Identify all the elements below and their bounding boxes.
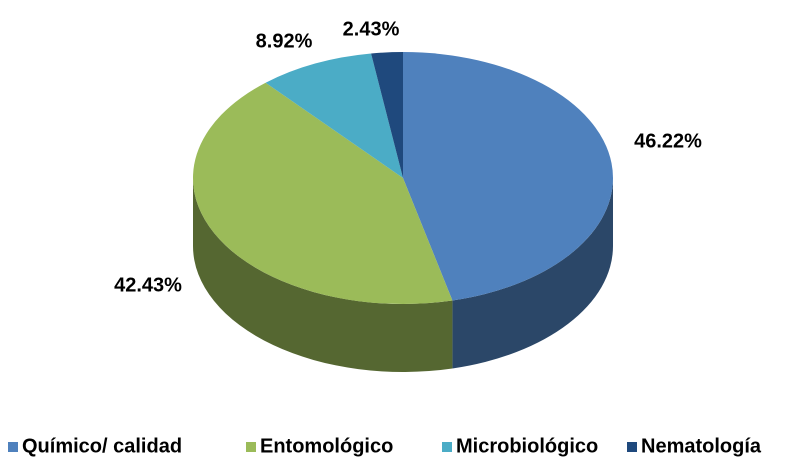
- slice-side: [452, 178, 613, 369]
- legend-swatch: [246, 442, 256, 452]
- legend-label: Químico/ calidad: [22, 435, 182, 457]
- slice: [403, 52, 613, 301]
- legend-label: Nematología: [641, 435, 762, 457]
- slice: [265, 53, 403, 178]
- data-label: 46.22%: [634, 130, 702, 152]
- slice: [371, 52, 403, 178]
- legend-label: Entomológico: [260, 435, 393, 457]
- data-label: 8.92%: [256, 30, 313, 52]
- legend-label: Microbiológico: [456, 435, 598, 457]
- data-label: 42.43%: [114, 274, 182, 296]
- legend-swatch: [627, 442, 637, 452]
- slice: [192, 82, 453, 304]
- slice-side: [193, 178, 453, 373]
- data-label: 2.43%: [343, 18, 400, 40]
- legend-swatch: [8, 442, 18, 452]
- legend-swatch: [442, 442, 452, 452]
